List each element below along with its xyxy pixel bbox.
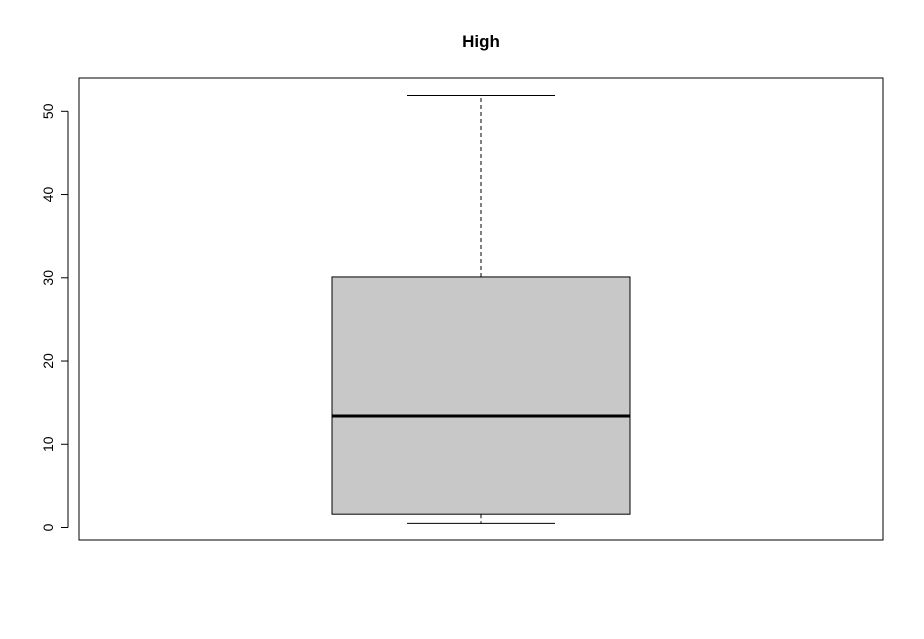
- iqr-box: [331, 276, 631, 515]
- box-group: [331, 94, 631, 524]
- y-tick-label: 40: [40, 187, 56, 203]
- y-tick-label: 0: [40, 523, 56, 531]
- y-tick-label: 50: [40, 103, 56, 119]
- y-tick-label: 20: [40, 353, 56, 369]
- plot-frame: [78, 77, 884, 541]
- chart-title: High: [462, 32, 500, 51]
- y-tick-label: 10: [40, 436, 56, 452]
- y-tick-label: 30: [40, 270, 56, 286]
- y-axis: 0 10 20 30 40 50: [40, 103, 69, 531]
